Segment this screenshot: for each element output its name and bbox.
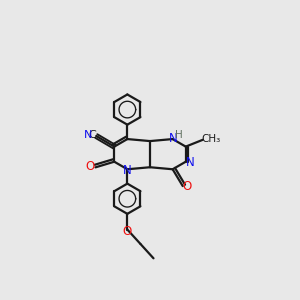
Text: N: N <box>123 164 132 177</box>
Text: C: C <box>88 130 96 140</box>
Text: N: N <box>169 132 177 145</box>
Text: N: N <box>84 130 92 140</box>
Text: O: O <box>123 224 132 238</box>
Text: H: H <box>175 130 183 140</box>
Text: O: O <box>183 180 192 193</box>
Text: CH₃: CH₃ <box>201 134 221 144</box>
Text: N: N <box>185 155 194 169</box>
Text: O: O <box>85 160 95 173</box>
